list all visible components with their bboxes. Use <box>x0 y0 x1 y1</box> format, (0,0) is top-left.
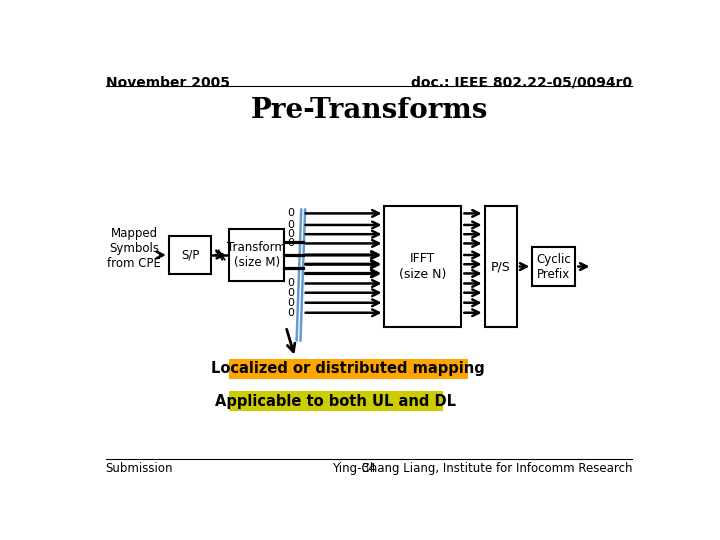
Text: Mapped
Symbols
from CPE: Mapped Symbols from CPE <box>107 227 161 269</box>
Text: 0: 0 <box>287 298 294 308</box>
Bar <box>485 206 517 327</box>
Text: Submission: Submission <box>106 462 173 475</box>
Bar <box>532 247 575 286</box>
Text: (size N): (size N) <box>399 268 446 281</box>
Text: Pre-Transforms: Pre-Transforms <box>251 98 487 125</box>
Bar <box>168 236 211 274</box>
Text: IFFT: IFFT <box>410 252 436 265</box>
Text: S/P: S/P <box>181 248 199 261</box>
Text: 0: 0 <box>287 229 294 239</box>
Text: 0: 0 <box>287 279 294 288</box>
Text: November 2005: November 2005 <box>106 76 230 90</box>
Text: 0: 0 <box>287 208 294 218</box>
Text: 0: 0 <box>287 239 294 248</box>
Text: Applicable to both UL and DL: Applicable to both UL and DL <box>215 394 456 409</box>
Text: Localized or distributed mapping: Localized or distributed mapping <box>212 361 485 376</box>
Text: 0: 0 <box>287 308 294 318</box>
Text: Cyclic
Prefix: Cyclic Prefix <box>536 253 571 281</box>
Text: P/S: P/S <box>491 260 510 273</box>
Text: Ying-Chang Liang, Institute for Infocomm Research: Ying-Chang Liang, Institute for Infocomm… <box>332 462 632 475</box>
Bar <box>229 359 467 379</box>
Text: doc.: IEEE 802.22-05/0094r0: doc.: IEEE 802.22-05/0094r0 <box>411 76 632 90</box>
Bar <box>384 206 462 327</box>
Text: Transform
(size M): Transform (size M) <box>227 241 286 269</box>
Bar <box>229 229 284 281</box>
Text: 0: 0 <box>287 220 294 230</box>
Text: 0: 0 <box>287 288 294 298</box>
Text: 34: 34 <box>361 462 377 475</box>
Bar <box>229 392 443 411</box>
